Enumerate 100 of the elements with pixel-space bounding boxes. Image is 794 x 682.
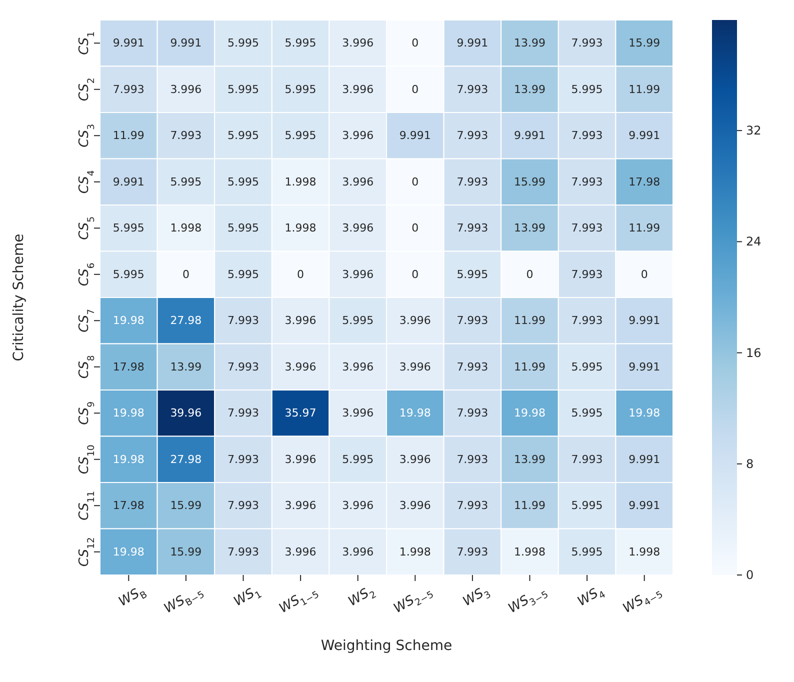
data-label: 7.993: [456, 175, 488, 188]
data-label: 5.995: [456, 268, 488, 281]
data-label: 3.996: [342, 222, 374, 235]
data-label: 15.99: [628, 36, 660, 50]
data-label: 7.993: [456, 452, 488, 466]
data-label: 3.996: [342, 360, 374, 374]
data-label: 7.993: [571, 222, 603, 235]
data-label: 13.99: [170, 360, 202, 374]
data-label: 15.99: [514, 175, 546, 188]
data-label: 5.995: [571, 82, 603, 96]
data-label: 0: [412, 222, 419, 235]
color-bar-label: 32: [746, 124, 762, 138]
data-label: 0: [412, 36, 419, 50]
data-label: 7.993: [112, 82, 144, 96]
data-label: 39.96: [170, 406, 202, 420]
data-label: 7.993: [571, 314, 603, 328]
data-label: 7.993: [228, 499, 259, 512]
data-label: 9.991: [628, 314, 660, 328]
data-label: 3.996: [284, 314, 316, 328]
data-label: 1.998: [514, 545, 546, 558]
data-label: 7.993: [456, 222, 488, 235]
data-label: 7.993: [170, 129, 202, 142]
data-label: 1.998: [284, 222, 316, 235]
data-label: 5.995: [112, 268, 144, 281]
data-label: 3.996: [342, 129, 374, 142]
data-label: 3.996: [399, 452, 431, 466]
data-label: 0: [526, 268, 534, 281]
data-label: 7.993: [571, 129, 603, 142]
data-label: 5.995: [228, 36, 259, 50]
data-label: 11.99: [628, 222, 660, 235]
data-label: 19.98: [514, 406, 546, 420]
data-label: 5.995: [342, 314, 374, 328]
data-label: 3.996: [170, 82, 202, 96]
data-label: 7.993: [456, 406, 488, 420]
data-label: 5.995: [284, 129, 316, 142]
data-label: 19.98: [112, 314, 144, 328]
data-label: 9.991: [628, 499, 660, 512]
data-label: 5.995: [284, 82, 316, 96]
data-label: 7.993: [228, 406, 259, 420]
data-label: 17.98: [112, 360, 144, 374]
data-label: 27.98: [170, 452, 202, 466]
data-label: 5.995: [228, 175, 259, 188]
data-label: 11.99: [514, 499, 546, 512]
data-label: 7.993: [571, 452, 603, 466]
data-label: 7.993: [228, 452, 259, 466]
data-label: 19.98: [112, 406, 144, 420]
data-label: 1.998: [284, 175, 316, 188]
data-label: 0: [182, 268, 190, 281]
data-label: 3.996: [399, 360, 431, 374]
data-label: 7.993: [456, 499, 488, 512]
data-label: 7.993: [571, 36, 603, 50]
data-label: 17.98: [628, 175, 660, 188]
color-bar-label: 0: [746, 568, 754, 582]
data-label: 0: [412, 268, 419, 281]
data-label: 3.996: [342, 268, 374, 281]
data-label: 3.996: [399, 314, 431, 328]
x-axis-title: Weighting Scheme: [320, 638, 452, 654]
data-label: 11.99: [112, 129, 144, 142]
data-label: 9.991: [112, 36, 144, 50]
data-label: 3.996: [342, 175, 374, 188]
data-label: 7.993: [456, 545, 488, 558]
data-label: 19.98: [112, 452, 144, 466]
data-label: 0: [412, 82, 419, 96]
data-label: 0: [297, 268, 304, 281]
y-axis-title: Criticality Scheme: [10, 234, 27, 362]
data-label: 9.991: [456, 36, 488, 50]
data-label: 3.996: [284, 499, 316, 512]
data-label: 7.993: [456, 82, 488, 96]
data-label: 0: [640, 268, 648, 281]
data-label: 15.99: [170, 545, 202, 558]
data-label: 5.995: [228, 268, 259, 281]
data-label: 19.98: [399, 406, 431, 420]
data-label: 5.995: [228, 222, 259, 235]
data-label: 7.993: [228, 545, 259, 558]
data-label: 11.99: [514, 314, 546, 328]
data-label: 7.993: [456, 129, 488, 142]
data-label: 5.995: [342, 452, 374, 466]
data-label: 5.995: [228, 82, 259, 96]
data-label: 19.98: [628, 406, 660, 420]
data-label: 7.993: [456, 360, 488, 374]
data-label: 3.996: [284, 360, 316, 374]
data-label: 7.993: [228, 314, 259, 328]
color-bar-label: 16: [746, 346, 762, 360]
data-label: 7.993: [571, 175, 603, 188]
data-label: 3.996: [284, 452, 316, 466]
data-label: 3.996: [342, 545, 374, 558]
data-label: 9.991: [399, 129, 431, 142]
data-label: 11.99: [514, 360, 546, 374]
data-label: 7.993: [456, 314, 488, 328]
data-label: 9.991: [628, 360, 660, 374]
data-label: 3.996: [284, 545, 316, 558]
data-label: 3.996: [342, 36, 374, 50]
data-label: 1.998: [170, 222, 202, 235]
data-label: 13.99: [514, 36, 546, 50]
data-label: 5.995: [571, 406, 603, 420]
data-label: 0: [412, 175, 419, 188]
data-label: 5.995: [571, 545, 603, 558]
data-label: 1.998: [399, 545, 431, 558]
data-label: 5.995: [571, 360, 603, 374]
data-label: 3.996: [399, 499, 431, 512]
